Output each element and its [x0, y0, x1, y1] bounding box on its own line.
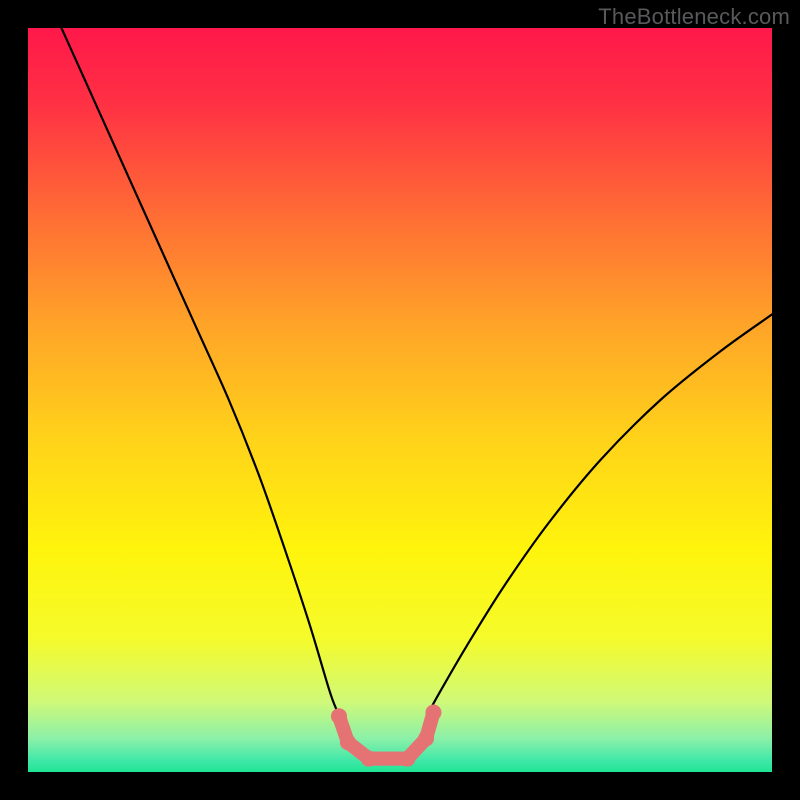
marker-dot-5 [425, 704, 441, 720]
marker-dot-2 [361, 751, 377, 767]
marker-layer [28, 28, 772, 772]
plot-area [28, 28, 772, 772]
marker-dot-4 [418, 731, 434, 747]
watermark-text: TheBottleneck.com [598, 4, 790, 30]
marker-dot-3 [399, 751, 415, 767]
marker-dot-1 [340, 734, 356, 750]
marker-dot-0 [331, 708, 347, 724]
canvas-root: TheBottleneck.com [0, 0, 800, 800]
